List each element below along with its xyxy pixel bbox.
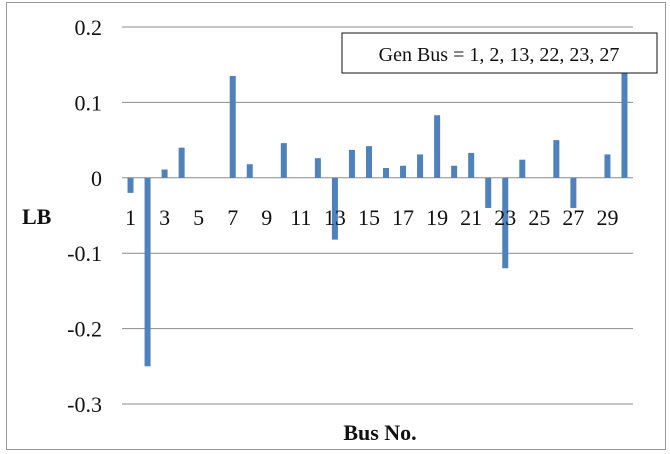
bar-13 — [331, 177, 338, 240]
bar-15 — [365, 146, 372, 178]
bar-23 — [502, 177, 509, 269]
bar-20 — [451, 165, 458, 178]
bar-3 — [161, 169, 168, 178]
y-tick-label: -0.2 — [67, 317, 102, 342]
y-tick-label: -0.1 — [67, 241, 102, 266]
x-axis-title: Bus No. — [343, 420, 416, 445]
y-tick-label: 0.1 — [75, 90, 103, 115]
y-tick-label: 0.2 — [75, 15, 103, 40]
x-tick-label: 5 — [193, 205, 204, 230]
bar-30 — [621, 64, 628, 178]
annotation-box — [341, 32, 658, 74]
x-tick-label: 23 — [494, 205, 516, 230]
x-tick-label: 15 — [358, 205, 380, 230]
bar-19 — [434, 115, 441, 178]
bar-22 — [485, 177, 492, 208]
bars — [127, 64, 628, 367]
y-tick-label: 0 — [91, 166, 102, 191]
bar-21 — [468, 152, 475, 178]
x-tick-label: 13 — [324, 205, 346, 230]
x-tick-label: 1 — [125, 205, 136, 230]
x-tick-label: 9 — [261, 205, 272, 230]
x-tick-label: 3 — [159, 205, 170, 230]
bar-7 — [229, 76, 236, 178]
x-tick-label: 19 — [426, 205, 448, 230]
bar-8 — [246, 164, 253, 178]
y-axis-title: LB — [22, 204, 52, 229]
bar-26 — [553, 140, 560, 178]
y-tick-label: -0.3 — [67, 392, 102, 417]
x-tick-label: 25 — [528, 205, 550, 230]
bar-18 — [417, 154, 424, 178]
x-tick-label: 17 — [392, 205, 414, 230]
x-tick-label: 29 — [596, 205, 618, 230]
bar-14 — [348, 149, 355, 178]
bar-16 — [383, 167, 390, 178]
x-tick-label: 7 — [227, 205, 238, 230]
x-tick-label: 21 — [460, 205, 482, 230]
x-tick-labels: 1 3 5 7 9 11 13 15 17 19 21 23 25 27 29 — [125, 205, 618, 230]
x-tick-label: 11 — [290, 205, 311, 230]
bar-10 — [280, 143, 287, 178]
x-tick-label: 27 — [562, 205, 584, 230]
bar-2 — [144, 177, 151, 367]
bar-4 — [178, 147, 185, 178]
bar-27 — [570, 177, 577, 208]
bar-17 — [400, 165, 407, 178]
bar-1 — [127, 177, 134, 193]
gridlines — [122, 26, 633, 405]
bar-29 — [604, 154, 611, 178]
annotation-text: Gen Bus = 1, 2, 13, 22, 23, 27 — [379, 44, 620, 66]
bar-12 — [314, 158, 321, 178]
bar-24 — [519, 159, 526, 178]
y-tick-labels: 0.2 0.1 0 -0.1 -0.2 -0.3 — [67, 15, 102, 417]
